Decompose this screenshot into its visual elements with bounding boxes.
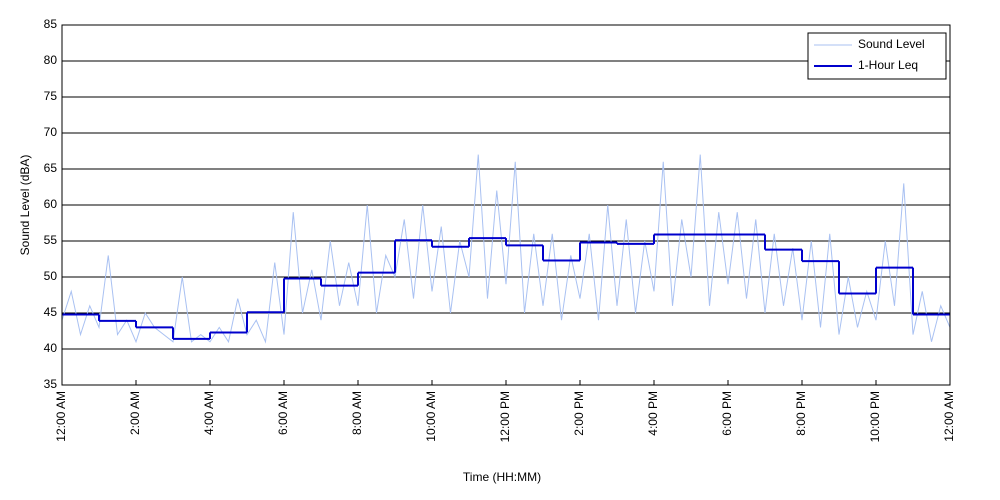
y-tick-label: 40 bbox=[44, 341, 58, 355]
x-tick-label: 8:00 PM bbox=[794, 391, 808, 436]
x-tick-label: 2:00 PM bbox=[572, 391, 586, 436]
y-tick-label: 85 bbox=[44, 17, 58, 31]
y-tick-label: 50 bbox=[44, 269, 58, 283]
y-tick-label: 65 bbox=[44, 161, 58, 175]
x-tick-label: 12:00 AM bbox=[54, 391, 68, 442]
y-tick-label: 70 bbox=[44, 125, 58, 139]
y-tick-label: 75 bbox=[44, 89, 58, 103]
x-tick-label: 4:00 AM bbox=[202, 391, 216, 435]
legend-label: 1-Hour Leq bbox=[858, 58, 918, 72]
sound-line bbox=[61, 154, 951, 344]
x-tick-label: 10:00 AM bbox=[424, 391, 438, 442]
x-axis-label: Time (HH:MM) bbox=[463, 470, 541, 484]
x-tick-label: 8:00 AM bbox=[350, 391, 364, 435]
legend-label: Sound Level bbox=[858, 37, 925, 51]
y-tick-label: 45 bbox=[44, 305, 58, 319]
x-tick-label: 12:00 PM bbox=[498, 391, 512, 442]
y-tick-label: 60 bbox=[44, 197, 58, 211]
x-tick-label: 6:00 PM bbox=[720, 391, 734, 436]
x-tick-label: 12:00 AM bbox=[942, 391, 956, 442]
y-tick-label: 55 bbox=[44, 233, 58, 247]
y-tick-label: 80 bbox=[44, 53, 58, 67]
x-tick-label: 2:00 AM bbox=[128, 391, 142, 435]
y-axis-label: Sound Level (dBA) bbox=[18, 155, 32, 256]
y-tick-label: 35 bbox=[44, 377, 58, 391]
legend-box bbox=[807, 32, 947, 80]
x-tick-label: 10:00 PM bbox=[868, 391, 882, 442]
x-tick-label: 4:00 PM bbox=[646, 391, 660, 436]
x-tick-label: 6:00 AM bbox=[276, 391, 290, 435]
plot-frame bbox=[61, 24, 951, 386]
